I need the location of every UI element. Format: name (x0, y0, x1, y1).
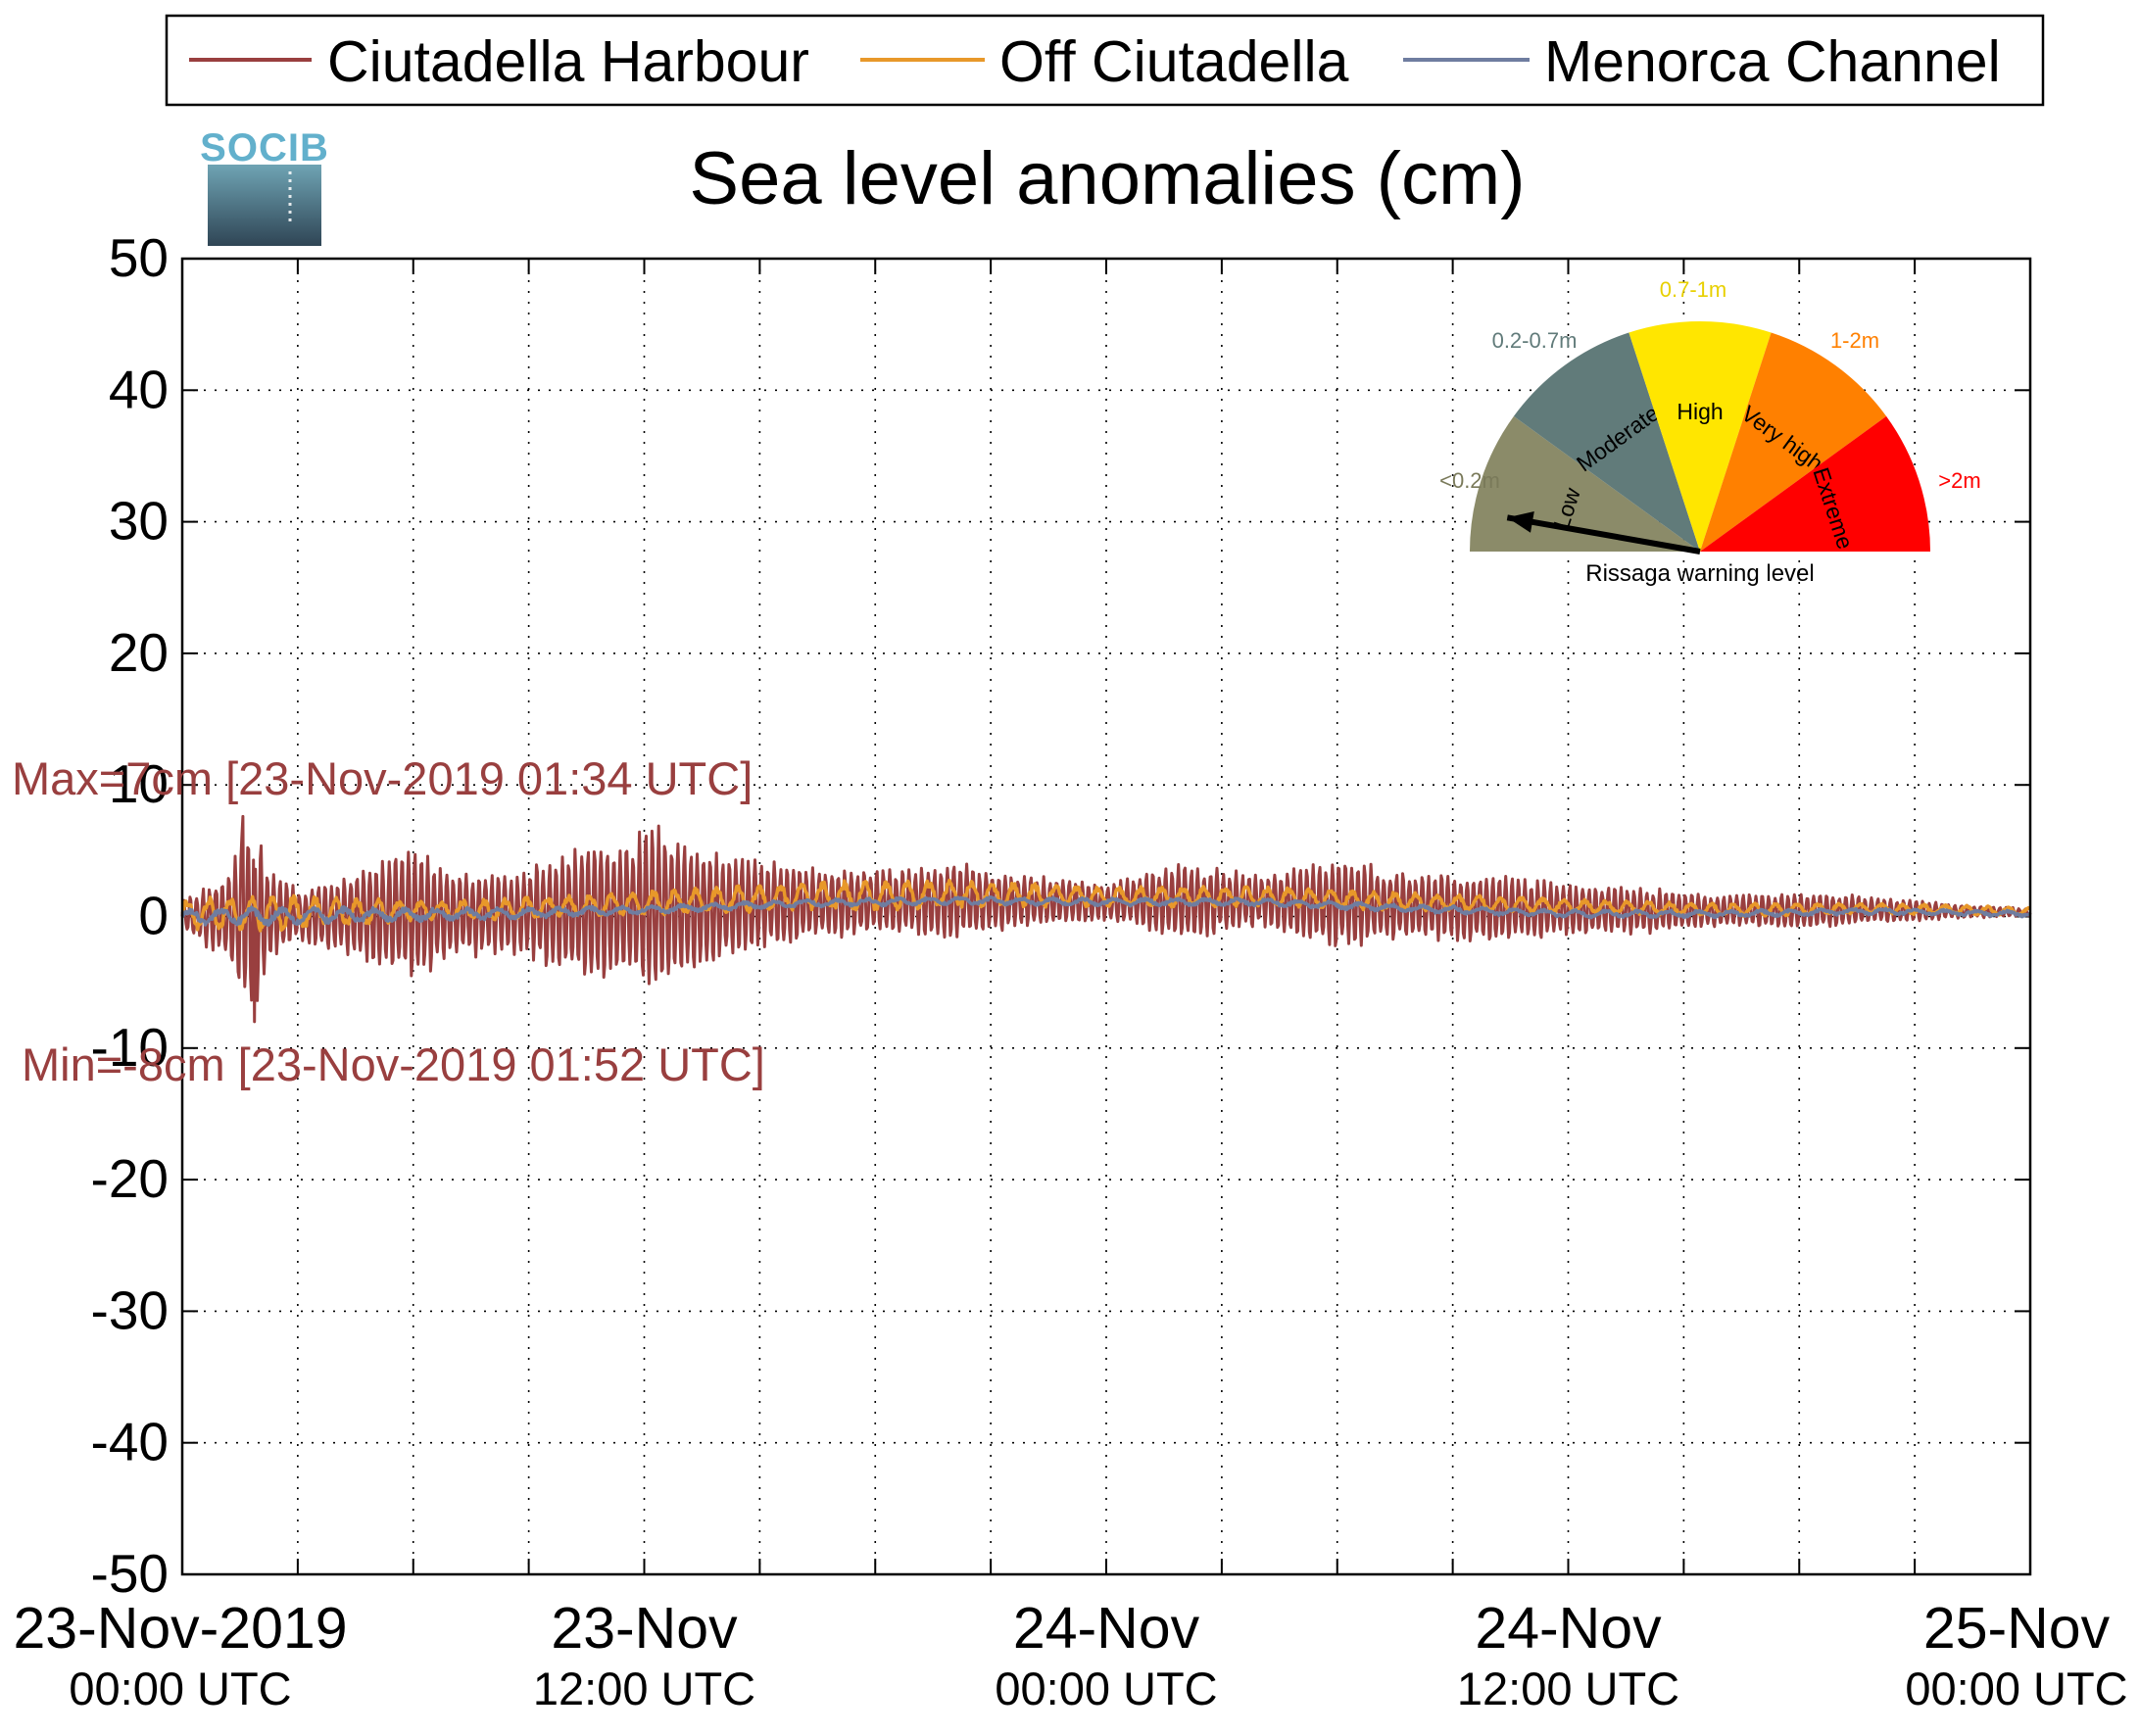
x-tick-label-time: 12:00 UTC (1457, 1663, 1679, 1714)
x-tick-label-time: 00:00 UTC (995, 1663, 1217, 1714)
plot-frame (180, 257, 2032, 1576)
y-tick-label: 0 (138, 886, 169, 946)
legend-label-off-ciutadella: Off Ciutadella (999, 29, 1349, 94)
x-tick-label-date: 24-Nov (1475, 1596, 1662, 1661)
gauge-segment-moderate (1513, 332, 1700, 552)
y-tick-label: -10 (91, 1017, 170, 1078)
y-tick-label: 10 (109, 753, 169, 814)
x-tick-label-date: 23-Nov (551, 1596, 738, 1661)
y-tick-label: -50 (91, 1543, 170, 1604)
series-line-menorca-channel (180, 895, 2032, 927)
x-tick-label-date: 23-Nov-2019 (13, 1596, 347, 1661)
y-tick-label: 40 (109, 359, 169, 419)
legend-box (165, 14, 2045, 107)
gauge-range-label: <0.2m (1439, 468, 1500, 493)
x-tick-label-date: 24-Nov (1013, 1596, 1200, 1661)
y-tick-label: -20 (91, 1148, 170, 1209)
y-tick-label: 30 (109, 491, 169, 552)
logo-emblem (208, 165, 321, 246)
legend-label-ciutadella-harbour: Ciutadella Harbour (327, 29, 809, 94)
max-annotation: Max=7cm [23-Nov-2019 01:34 UTC] (12, 752, 753, 804)
legend-label-menorca-channel: Menorca Channel (1544, 29, 2001, 94)
gauge-pointer-head (1507, 511, 1534, 533)
plot-area: 50403020100-10-20-30-40-5023-Nov-201900:… (13, 227, 2127, 1714)
x-tick-label-time: 00:00 UTC (1905, 1663, 2127, 1714)
chart-title: Sea level anomalies (cm) (689, 137, 1525, 220)
gauge-level-label: High (1677, 399, 1723, 424)
gauge-pointer (1506, 514, 1701, 555)
gauge-range-label: 0.7-1m (1660, 277, 1726, 302)
y-tick-label: -40 (91, 1412, 170, 1472)
logo-text: SOCIB (200, 126, 329, 169)
x-tick-label-date: 25-Nov (1923, 1596, 2111, 1661)
gauge-segment-extreme (1700, 415, 1930, 552)
gauge-range-label: 0.2-0.7m (1492, 328, 1578, 353)
y-tick-label: 20 (109, 622, 169, 683)
y-tick-label: -30 (91, 1279, 170, 1340)
gauge-segment-very-high (1700, 332, 1887, 552)
x-tick-label-time: 12:00 UTC (533, 1663, 755, 1714)
socib-logo: SOCIB (200, 126, 329, 246)
gauge-title: Rissaga warning level (1585, 560, 1814, 587)
legend: Ciutadella Harbour Off Ciutadella Menorc… (165, 14, 2045, 107)
y-tick-label: 50 (109, 227, 169, 288)
x-tick-label-time: 00:00 UTC (69, 1663, 291, 1714)
gauge-range-label: >2m (1938, 468, 1980, 493)
gauge-segment-high (1629, 321, 1772, 552)
min-annotation: Min=-8cm [23-Nov-2019 01:52 UTC] (22, 1038, 765, 1090)
gauge-range-label: 1-2m (1830, 328, 1879, 353)
